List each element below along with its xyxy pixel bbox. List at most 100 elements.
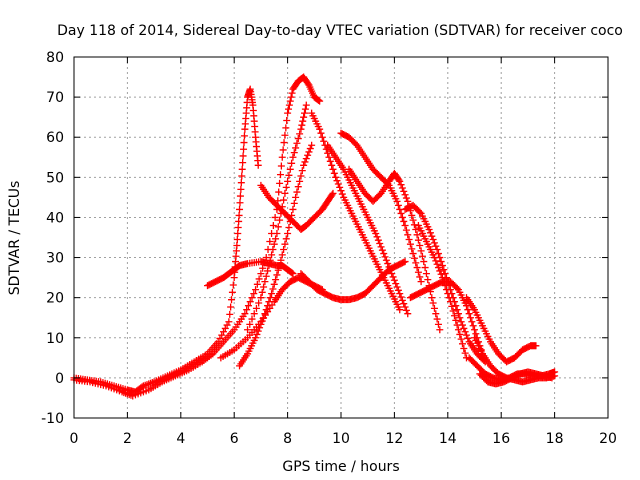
data-point xyxy=(445,294,453,302)
data-point xyxy=(296,130,304,138)
data-point xyxy=(300,161,308,169)
data-point xyxy=(284,105,292,113)
x-tick-label: 12 xyxy=(385,431,403,447)
data-point xyxy=(288,211,296,219)
data-point xyxy=(253,330,261,338)
data-point xyxy=(434,264,442,272)
data-point xyxy=(264,267,272,275)
data-point xyxy=(252,286,260,294)
data-point xyxy=(274,266,282,274)
x-tick-label: 20 xyxy=(599,431,617,447)
data-point xyxy=(273,229,281,237)
data-point xyxy=(269,221,277,229)
data-point xyxy=(276,216,284,224)
data-point xyxy=(292,193,300,201)
data-point xyxy=(438,274,446,282)
data-point xyxy=(336,183,344,191)
data-point xyxy=(438,262,446,270)
data-point xyxy=(299,117,307,125)
data-point xyxy=(422,270,430,278)
data-point xyxy=(450,312,458,320)
y-axis-title: SDTVAR / TECUs xyxy=(7,181,23,296)
data-point xyxy=(294,183,302,191)
data-point xyxy=(261,310,269,318)
data-point xyxy=(401,258,409,266)
data-point xyxy=(223,321,231,329)
data-point xyxy=(284,109,292,117)
y-tick-label: 60 xyxy=(46,130,64,146)
data-point xyxy=(332,173,340,181)
data-point xyxy=(297,172,305,180)
data-point xyxy=(400,300,408,308)
data-point xyxy=(262,272,270,280)
data-point xyxy=(292,144,300,152)
data-point xyxy=(286,97,294,105)
data-point xyxy=(308,141,316,149)
data-point xyxy=(441,270,449,278)
data-point xyxy=(260,314,268,322)
data-point xyxy=(328,161,336,169)
grid xyxy=(74,57,608,418)
data-point xyxy=(456,330,464,338)
data-point xyxy=(270,280,278,288)
data-point xyxy=(337,187,345,195)
data-point xyxy=(433,315,441,323)
data-point xyxy=(243,306,251,314)
data-point xyxy=(286,217,294,225)
data-point xyxy=(285,223,293,231)
data-point xyxy=(440,266,448,274)
data-point xyxy=(250,290,258,298)
data-point xyxy=(458,340,466,348)
data-points xyxy=(70,73,559,400)
data-point xyxy=(433,260,441,268)
data-point xyxy=(330,169,338,177)
data-point xyxy=(269,285,277,293)
data-point xyxy=(397,293,405,301)
data-point xyxy=(401,303,409,311)
data-point xyxy=(430,304,438,312)
data-point xyxy=(248,294,256,302)
data-point xyxy=(412,259,420,267)
data-point xyxy=(454,326,462,334)
series-track-15 xyxy=(414,221,470,362)
data-point xyxy=(246,298,254,306)
data-point xyxy=(465,310,473,318)
data-point xyxy=(228,288,236,296)
data-point xyxy=(284,177,292,185)
data-point xyxy=(532,342,540,350)
data-point xyxy=(395,176,403,184)
data-point xyxy=(378,246,386,254)
data-point xyxy=(400,258,408,266)
y-tick-label: -10 xyxy=(41,411,64,427)
data-point xyxy=(401,221,409,229)
data-point xyxy=(238,165,246,173)
data-point xyxy=(381,253,389,261)
data-point xyxy=(432,257,440,265)
data-point xyxy=(235,217,243,225)
data-point xyxy=(428,294,436,302)
data-point xyxy=(398,184,406,192)
data-point xyxy=(285,101,293,109)
series-track-1 xyxy=(70,85,262,396)
chart-title: Day 118 of 2014, Sidereal Day-to-day VTE… xyxy=(57,23,623,39)
data-point xyxy=(244,326,252,334)
data-point xyxy=(276,262,284,270)
data-point xyxy=(457,335,465,343)
data-point xyxy=(289,205,297,213)
data-point xyxy=(318,133,326,141)
data-point xyxy=(385,263,393,271)
data-point xyxy=(453,306,461,314)
data-point xyxy=(396,306,404,314)
data-point xyxy=(278,153,286,161)
data-point xyxy=(472,330,480,338)
data-point xyxy=(400,187,408,195)
data-point xyxy=(389,273,397,281)
data-point xyxy=(426,229,434,237)
x-tick-label: 18 xyxy=(546,431,564,447)
data-point xyxy=(268,290,276,298)
data-point xyxy=(334,180,342,188)
data-point xyxy=(329,165,337,173)
data-point xyxy=(281,189,289,197)
data-point xyxy=(262,306,270,314)
